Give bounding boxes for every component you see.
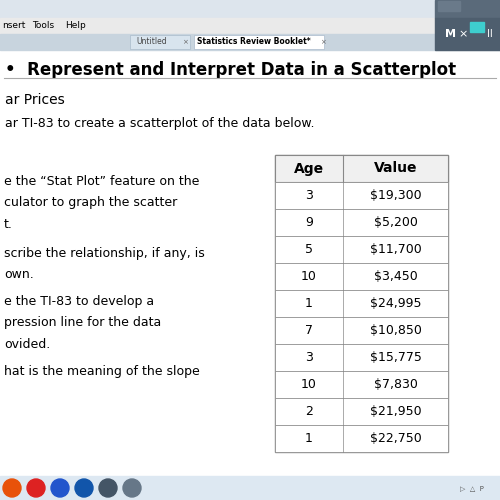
Text: culator to graph the scatter: culator to graph the scatter <box>4 196 177 209</box>
Text: t.: t. <box>4 218 13 231</box>
Circle shape <box>51 479 69 497</box>
Text: ×: × <box>182 39 188 45</box>
Bar <box>0 18 500 34</box>
Bar <box>0 0 500 18</box>
Circle shape <box>27 479 45 497</box>
Text: $3,450: $3,450 <box>374 270 418 283</box>
Text: II: II <box>487 29 493 39</box>
Text: nsert: nsert <box>2 22 26 30</box>
Bar <box>275 182 448 209</box>
Text: $11,700: $11,700 <box>370 243 422 256</box>
Text: ×: × <box>320 39 326 45</box>
Text: ×: × <box>458 29 468 39</box>
Text: 10: 10 <box>301 378 317 391</box>
Text: Age: Age <box>294 162 324 175</box>
Bar <box>435 18 500 50</box>
Bar <box>275 236 448 263</box>
Text: Untitled: Untitled <box>136 38 168 46</box>
Text: $22,750: $22,750 <box>370 432 422 445</box>
Bar <box>275 398 448 425</box>
Bar <box>275 155 448 452</box>
Bar <box>275 344 448 371</box>
Text: $19,300: $19,300 <box>370 189 422 202</box>
Circle shape <box>75 479 93 497</box>
Text: $24,995: $24,995 <box>370 297 421 310</box>
Bar <box>194 35 324 49</box>
Text: e the TI-83 to develop a: e the TI-83 to develop a <box>4 295 154 308</box>
Text: scribe the relationship, if any, is: scribe the relationship, if any, is <box>4 247 205 260</box>
Bar <box>438 1 460 11</box>
Text: Value: Value <box>374 162 417 175</box>
Text: 2: 2 <box>305 405 313 418</box>
Text: $15,775: $15,775 <box>370 351 422 364</box>
Bar <box>470 22 484 32</box>
Circle shape <box>99 479 117 497</box>
Text: 1: 1 <box>305 297 313 310</box>
Bar <box>435 0 500 18</box>
Text: 1: 1 <box>305 432 313 445</box>
Bar <box>130 35 190 49</box>
Text: 7: 7 <box>305 324 313 337</box>
Text: $10,850: $10,850 <box>370 324 422 337</box>
Text: 3: 3 <box>305 189 313 202</box>
Bar <box>0 50 500 476</box>
Text: pression line for the data: pression line for the data <box>4 316 161 329</box>
Text: 9: 9 <box>305 216 313 229</box>
Bar <box>275 155 448 182</box>
Bar <box>0 34 500 50</box>
Text: Tools: Tools <box>32 22 54 30</box>
Text: 10: 10 <box>301 270 317 283</box>
Circle shape <box>123 479 141 497</box>
Text: ar TI-83 to create a scatterplot of the data below.: ar TI-83 to create a scatterplot of the … <box>5 116 314 130</box>
Text: 3: 3 <box>305 351 313 364</box>
Text: e the “Stat Plot” feature on the: e the “Stat Plot” feature on the <box>4 175 200 188</box>
Bar <box>275 209 448 236</box>
Bar <box>0 476 500 500</box>
Text: $7,830: $7,830 <box>374 378 418 391</box>
Text: ovided.: ovided. <box>4 338 50 351</box>
Bar <box>275 317 448 344</box>
Text: •  Represent and Interpret Data in a Scatterplot: • Represent and Interpret Data in a Scat… <box>5 61 456 79</box>
Text: Help: Help <box>65 22 86 30</box>
Circle shape <box>3 479 21 497</box>
Bar <box>275 371 448 398</box>
Text: Statistics Review Booklet*: Statistics Review Booklet* <box>197 38 311 46</box>
Text: M: M <box>444 29 456 39</box>
Text: $5,200: $5,200 <box>374 216 418 229</box>
Bar <box>275 263 448 290</box>
Bar <box>275 290 448 317</box>
Text: 5: 5 <box>305 243 313 256</box>
Text: own.: own. <box>4 268 34 281</box>
Text: ar Prices: ar Prices <box>5 93 65 107</box>
Text: hat is the meaning of the slope: hat is the meaning of the slope <box>4 365 200 378</box>
Bar <box>275 425 448 452</box>
Text: $21,950: $21,950 <box>370 405 422 418</box>
Text: ▷  △  P: ▷ △ P <box>460 485 484 491</box>
